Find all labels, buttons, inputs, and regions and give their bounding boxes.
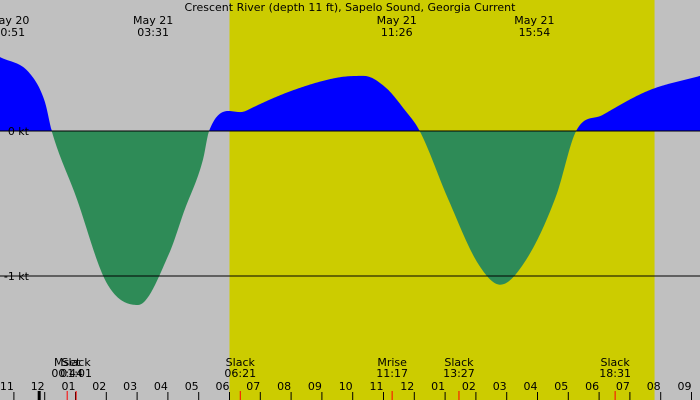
hour-tick-label: 06 <box>216 380 230 393</box>
hour-tick-label: 02 <box>92 380 106 393</box>
hour-tick-label: 12 <box>400 380 414 393</box>
hour-tick-label: 04 <box>524 380 538 393</box>
peak-time-label: 15:54 <box>519 26 551 39</box>
hour-tick-label: 05 <box>185 380 199 393</box>
midnight-marker <box>37 391 41 400</box>
event-type-label: Mset <box>54 356 81 369</box>
event-time-label: 18:31 <box>599 367 631 380</box>
event-type-label: Slack <box>444 356 474 369</box>
event-time-label: 11:17 <box>376 367 408 380</box>
flood-current-area <box>0 57 700 131</box>
peak-date-label: May 21 <box>377 14 417 27</box>
event-time-label: 00:44 <box>51 367 83 380</box>
y-tick-label: 0 kt <box>8 125 30 138</box>
event-time-label: 13:27 <box>443 367 475 380</box>
event-type-label: Slack <box>601 356 631 369</box>
event-time-label: 06:21 <box>224 367 256 380</box>
y-tick-labels: 0 kt -1 kt <box>4 125 36 283</box>
peak-date-label: May 20 <box>0 14 29 27</box>
hour-axis: 11 12 01 02 03 04 05 06 07 08 09 10 11 12 01 02 03 04 05 06… <box>0 380 692 400</box>
peak-date-label: May 21 <box>514 14 554 27</box>
hour-tick-label: 05 <box>554 380 568 393</box>
event-type-label: Mrise <box>377 356 407 369</box>
ebb-current-area <box>0 131 700 305</box>
hour-tick-label: 01 <box>62 380 76 393</box>
hour-tick-label: 10 <box>339 380 353 393</box>
hour-tick-label: 03 <box>493 380 507 393</box>
hour-tick-label: 04 <box>154 380 168 393</box>
hour-tick-label: 11 <box>0 380 14 393</box>
hour-tick-label: 08 <box>277 380 291 393</box>
chart-title: Crescent River (depth 11 ft), Sapelo Sou… <box>185 1 517 14</box>
hour-tick-label: 01 <box>431 380 445 393</box>
hour-tick-label: 11 <box>370 380 384 393</box>
peak-date-label: May 21 <box>133 14 173 27</box>
peak-time-label: 20:51 <box>0 26 25 39</box>
daylight-band <box>229 0 655 400</box>
hour-tick-label: 09 <box>308 380 322 393</box>
event-type-label: Slack <box>62 356 92 369</box>
peak-time-label: 03:31 <box>137 26 169 39</box>
hour-tick-label: 02 <box>462 380 476 393</box>
hour-tick-label: 12 <box>31 380 45 393</box>
hour-tick-label: 09 <box>678 380 692 393</box>
hour-tick-label: 07 <box>246 380 260 393</box>
y-tick-label: -1 kt <box>4 270 30 283</box>
hour-tick-label: 07 <box>616 380 630 393</box>
event-labels: Mset00:44Slack01:01Slack06:21Mrise11:17S… <box>51 356 631 380</box>
event-type-label: Slack <box>226 356 256 369</box>
event-time-label: 01:01 <box>60 367 92 380</box>
hour-tick-label: 06 <box>585 380 599 393</box>
peak-time-label: 11:26 <box>381 26 413 39</box>
hour-tick-label: 08 <box>647 380 661 393</box>
hour-tick-label: 03 <box>123 380 137 393</box>
